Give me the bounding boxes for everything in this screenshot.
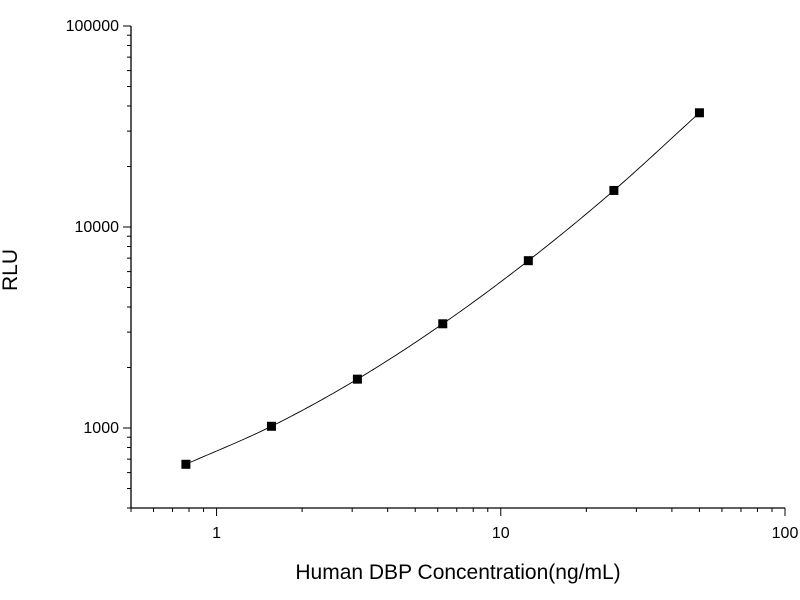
y-tick-label: 100000	[66, 18, 119, 35]
x-axis-title: Human DBP Concentration(ng/mL)	[295, 561, 620, 584]
data-point	[352, 374, 362, 384]
y-tick-label: 10000	[75, 219, 120, 236]
data-point	[694, 108, 704, 118]
fit-curve	[185, 112, 700, 465]
data-point	[609, 185, 619, 195]
y-tick-label: 1000	[83, 420, 119, 437]
ticks	[123, 25, 786, 516]
tick-labels: 1 10 100 1000 10000 100000	[66, 18, 799, 542]
data-point	[181, 459, 191, 469]
axes	[130, 26, 785, 509]
x-tick-label: 1	[212, 525, 221, 542]
data-point	[438, 319, 448, 329]
data-point	[266, 421, 276, 431]
data-point	[523, 256, 533, 266]
x-tick-label: 100	[772, 525, 799, 542]
fit-curve-group	[185, 112, 700, 465]
y-axis-title: RLU	[0, 249, 22, 291]
x-tick-label: 10	[492, 525, 510, 542]
data-points	[181, 108, 704, 469]
